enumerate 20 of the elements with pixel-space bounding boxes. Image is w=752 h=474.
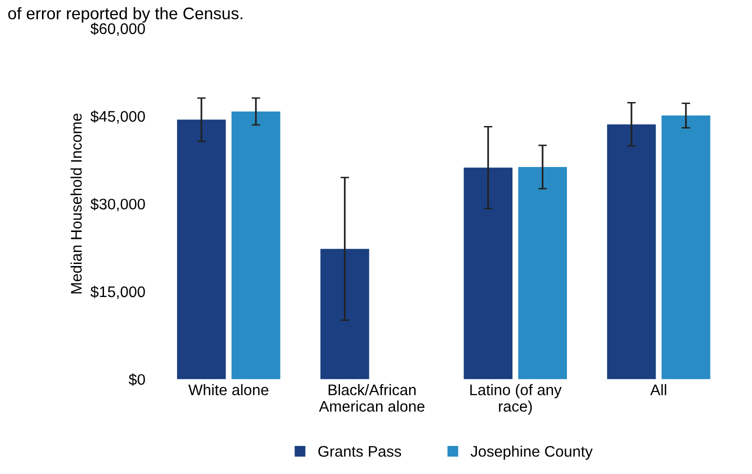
y-axis-title: Median Household Income [70, 114, 82, 294]
y-tick-label: $0 [128, 373, 145, 386]
text: of error reported by the Census. [8, 7, 242, 23]
x-tick-label: White alone [188, 384, 268, 396]
y-tick-label: $15,000 [90, 286, 145, 299]
bar [518, 166, 567, 380]
bar [464, 168, 512, 380]
x-tick-label: Latino (of any race) [470, 384, 562, 415]
legend-label: Grants Pass [318, 446, 402, 457]
x-tick-label: Black/African American alone [318, 384, 424, 412]
y-tick-label: $30,000 [90, 198, 145, 212]
bar [607, 124, 656, 380]
bar [662, 116, 710, 380]
bar [177, 120, 226, 380]
legend-label: Josephine County [470, 446, 593, 460]
bar [232, 111, 280, 380]
x-tick-label: All [650, 384, 666, 396]
y-tick-label: $45,000 [90, 110, 145, 124]
bar [320, 248, 370, 380]
y-tick-label: $60,000 [90, 22, 145, 36]
